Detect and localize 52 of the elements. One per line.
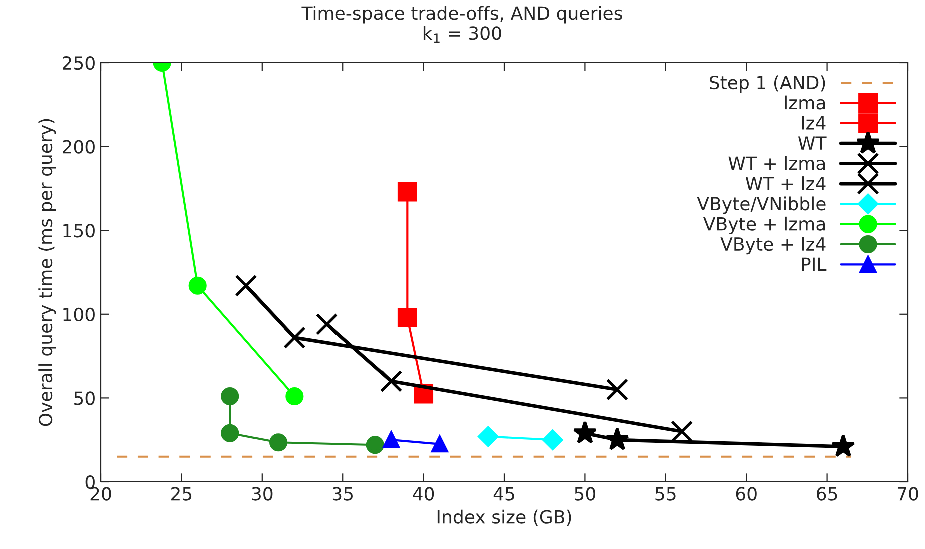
legend-label: lz4	[802, 116, 826, 130]
point	[606, 378, 629, 401]
y-tick-label: 250	[63, 56, 95, 70]
x-tick-label: 25	[172, 487, 192, 501]
legend-label: Step 1 (AND)	[710, 76, 826, 94]
point	[235, 274, 258, 298]
point	[286, 387, 304, 406]
x-tick-label: 20	[90, 487, 112, 501]
point	[188, 276, 207, 295]
x-tick-label: 30	[252, 487, 273, 501]
legend-label: WT	[798, 136, 827, 150]
point	[670, 420, 694, 443]
chart-title: Time-space trade-offs, AND queries	[302, 6, 622, 24]
point	[221, 424, 240, 442]
x-tick-label: 70	[898, 487, 918, 501]
legend-label: WT + lzma	[728, 156, 826, 170]
legend-label: WT + lz4	[746, 176, 826, 190]
point	[221, 387, 240, 406]
point	[478, 426, 499, 447]
point	[398, 308, 418, 328]
x-tick-label: 65	[817, 487, 838, 501]
legend-label: PIL	[802, 258, 827, 272]
legend-label: lzma	[785, 96, 826, 110]
y-tick-label: 100	[64, 308, 95, 322]
x-tick-label: 50	[575, 487, 596, 501]
point	[573, 420, 598, 444]
point	[831, 434, 856, 458]
point	[380, 370, 403, 393]
point	[270, 434, 288, 452]
y-tick-label: 0	[86, 475, 95, 490]
y-tick-label: 50	[74, 392, 95, 406]
point	[316, 313, 338, 336]
point	[542, 430, 564, 450]
y-axis-title: Overall query time (ms per query)	[38, 119, 56, 426]
x-tick-label: 45	[494, 487, 514, 501]
point	[398, 182, 418, 202]
point	[284, 326, 306, 349]
legend-label: VByte + lz4	[720, 237, 826, 255]
point	[606, 428, 630, 450]
point	[366, 436, 384, 454]
x-tick-label: 60	[736, 487, 757, 501]
legend-label: VByte + lzma	[704, 216, 826, 234]
point	[383, 432, 400, 448]
legend-label: VByte/VNibble	[697, 196, 826, 214]
x-tick-label: 40	[413, 487, 434, 501]
y-tick-label: 200	[63, 140, 95, 154]
x-tick-label: 35	[332, 487, 354, 501]
x-axis-title: Index size (GB)	[438, 510, 572, 526]
chart-subtitle: k$_{1}$ = 300	[424, 26, 502, 43]
x-tick-label: 55	[656, 487, 676, 501]
y-tick-label: 150	[64, 224, 95, 238]
point	[432, 436, 448, 453]
